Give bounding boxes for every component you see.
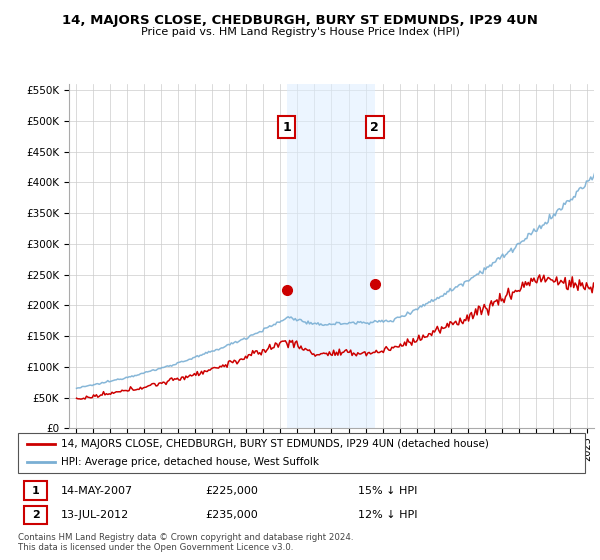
Text: 14, MAJORS CLOSE, CHEDBURGH, BURY ST EDMUNDS, IP29 4UN: 14, MAJORS CLOSE, CHEDBURGH, BURY ST EDM… <box>62 14 538 27</box>
FancyBboxPatch shape <box>18 433 585 473</box>
Text: 13-JUL-2012: 13-JUL-2012 <box>61 510 129 520</box>
FancyBboxPatch shape <box>23 506 47 524</box>
Text: £235,000: £235,000 <box>205 510 258 520</box>
Text: HPI: Average price, detached house, West Suffolk: HPI: Average price, detached house, West… <box>61 458 319 467</box>
Bar <box>287 84 375 428</box>
Text: 12% ↓ HPI: 12% ↓ HPI <box>358 510 418 520</box>
Text: Contains HM Land Registry data © Crown copyright and database right 2024.: Contains HM Land Registry data © Crown c… <box>18 533 353 542</box>
Text: £225,000: £225,000 <box>205 486 258 496</box>
Text: This data is licensed under the Open Government Licence v3.0.: This data is licensed under the Open Gov… <box>18 543 293 552</box>
Text: 15% ↓ HPI: 15% ↓ HPI <box>358 486 418 496</box>
Text: 2: 2 <box>370 120 379 133</box>
Text: 14, MAJORS CLOSE, CHEDBURGH, BURY ST EDMUNDS, IP29 4UN (detached house): 14, MAJORS CLOSE, CHEDBURGH, BURY ST EDM… <box>61 439 488 449</box>
Text: 1: 1 <box>32 486 40 496</box>
Text: 1: 1 <box>282 120 291 133</box>
FancyBboxPatch shape <box>23 481 47 500</box>
Text: 2: 2 <box>32 510 40 520</box>
Text: 14-MAY-2007: 14-MAY-2007 <box>61 486 133 496</box>
Text: Price paid vs. HM Land Registry's House Price Index (HPI): Price paid vs. HM Land Registry's House … <box>140 27 460 37</box>
